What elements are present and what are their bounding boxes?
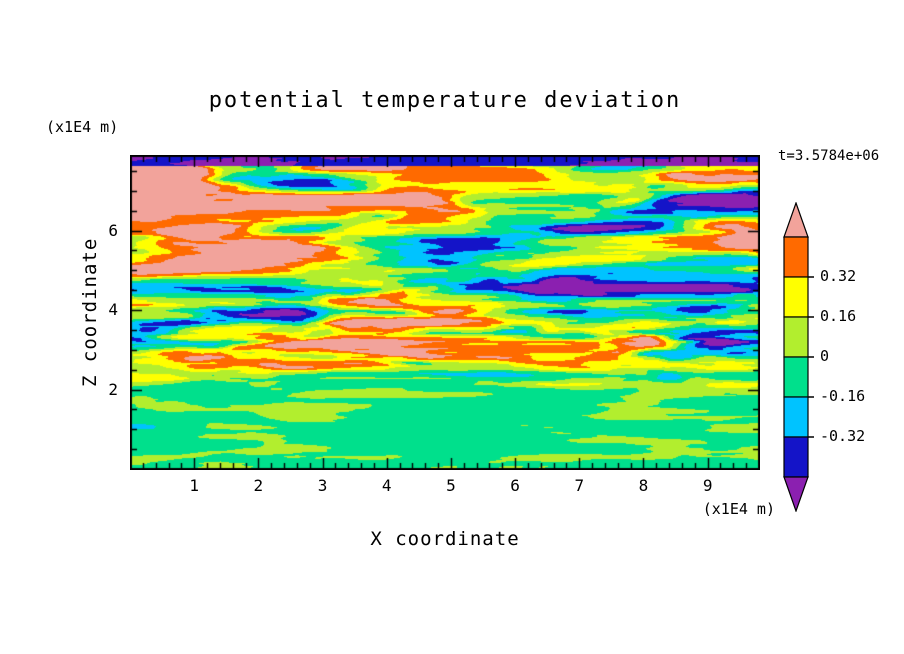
x-axis-title: X coordinate <box>370 528 520 550</box>
colorbar-band <box>783 396 809 438</box>
plot-title: potential temperature deviation <box>208 88 682 113</box>
heatmap-canvas <box>130 155 760 470</box>
colorbar-tick-label: 0.16 <box>820 307 857 325</box>
colorbar-band <box>783 356 809 398</box>
time-label: t=3.5784e+06 <box>778 148 880 164</box>
colorbar <box>783 202 814 512</box>
x-tick-label: 7 <box>574 476 585 495</box>
x-tick-label: 1 <box>189 476 199 495</box>
colorbar-band <box>783 236 809 278</box>
x-tick-label: 8 <box>638 476 649 495</box>
colorbar-band <box>783 436 809 478</box>
z-axis-unit-label: (x1E4 m) <box>46 118 119 136</box>
x-tick-label: 6 <box>510 476 520 495</box>
colorbar-tick-label: 0 <box>820 347 830 365</box>
x-tick-label: 3 <box>317 476 328 495</box>
x-tick-label: 2 <box>253 476 264 495</box>
colorbar-band <box>783 276 809 318</box>
colorbar-tick-label: 0.32 <box>820 267 857 285</box>
colorbar-tick-label: -0.16 <box>820 387 866 405</box>
z-tick-label: 6 <box>108 220 118 240</box>
colorbar-under-arrow <box>783 476 809 512</box>
colorbar-over-arrow <box>783 202 809 238</box>
x-tick-label: 5 <box>446 476 456 495</box>
colorbar-band <box>783 316 809 358</box>
x-axis-unit-label: (x1E4 m) <box>702 500 775 518</box>
z-tick-label: 2 <box>108 379 118 399</box>
x-tick-label: 4 <box>381 476 392 495</box>
x-tick-label: 9 <box>702 476 713 495</box>
colorbar-tick-label: -0.32 <box>820 427 866 445</box>
z-tick-label: 4 <box>108 300 118 319</box>
